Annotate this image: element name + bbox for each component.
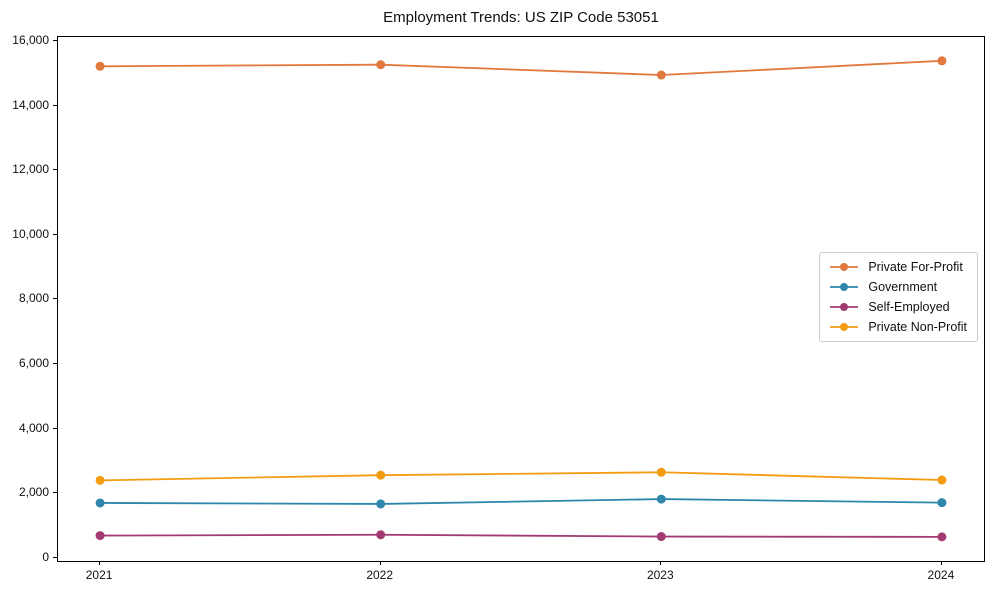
legend-label: Self-Employed: [868, 300, 950, 314]
legend-item-self-employed: Self-Employed: [828, 300, 967, 314]
data-point: [95, 475, 105, 485]
y-tick-mark: [53, 363, 57, 365]
data-point: [95, 61, 105, 71]
legend-label: Private Non-Profit: [868, 320, 967, 334]
y-tick-mark: [53, 427, 57, 429]
x-tick-mark: [940, 561, 942, 565]
data-point: [937, 56, 947, 66]
data-point: [95, 498, 105, 508]
legend-marker-line-dot-icon: [830, 283, 859, 291]
y-tick-label: 0: [42, 549, 49, 564]
data-point: [95, 531, 105, 541]
y-tick-mark: [53, 169, 57, 171]
series-line: [100, 471, 942, 482]
series-line: [100, 498, 942, 505]
data-point: [656, 467, 666, 477]
data-point: [937, 498, 947, 508]
legend-label: Government: [868, 280, 938, 294]
legend-marker-line-dot-icon: [830, 303, 859, 311]
legend: Private For-Profit Government Self-Emplo…: [819, 252, 978, 342]
data-point: [937, 532, 947, 542]
legend-item-private-for-profit: Private For-Profit: [828, 260, 967, 274]
y-tick-mark: [53, 40, 57, 42]
legend-marker-line-dot-icon: [830, 323, 859, 331]
data-point: [376, 530, 386, 540]
series-line: [100, 533, 942, 538]
data-point: [937, 475, 947, 485]
x-tick-label: 2022: [366, 568, 394, 582]
y-tick-label: 4,000: [18, 420, 49, 435]
series-line: [100, 59, 942, 76]
plot-area: Private For-Profit Government Self-Emplo…: [57, 36, 985, 562]
x-tick-mark: [99, 561, 101, 565]
x-tick-label: 2024: [927, 568, 955, 582]
data-point: [656, 494, 666, 504]
y-tick-label: 12,000: [12, 162, 49, 177]
data-point: [376, 499, 386, 509]
legend-item-private-non-profit: Private Non-Profit: [828, 320, 967, 334]
x-tick-label: 2023: [646, 568, 674, 582]
data-point: [656, 70, 666, 80]
x-tick-label: 2021: [85, 568, 113, 582]
y-tick-mark: [53, 492, 57, 494]
y-tick-label: 2,000: [18, 485, 49, 500]
y-tick-label: 16,000: [12, 33, 49, 48]
legend-label: Private For-Profit: [868, 260, 963, 274]
legend-item-government: Government: [828, 280, 967, 294]
x-tick-mark: [660, 561, 662, 565]
y-tick-label: 14,000: [12, 97, 49, 112]
chart-title: Employment Trends: US ZIP Code 53051: [383, 9, 659, 26]
y-tick-label: 6,000: [18, 356, 49, 371]
data-point: [376, 60, 386, 70]
line-chart-svg: [95, 56, 947, 542]
y-tick-mark: [53, 104, 57, 106]
y-tick-mark: [53, 233, 57, 235]
data-point: [656, 532, 666, 542]
y-tick-label: 8,000: [18, 291, 49, 306]
legend-marker-line-dot-icon: [830, 263, 859, 271]
data-point: [376, 470, 386, 480]
y-tick-label: 10,000: [12, 226, 49, 241]
y-tick-mark: [53, 556, 57, 558]
x-tick-mark: [379, 561, 381, 565]
y-tick-mark: [53, 298, 57, 300]
